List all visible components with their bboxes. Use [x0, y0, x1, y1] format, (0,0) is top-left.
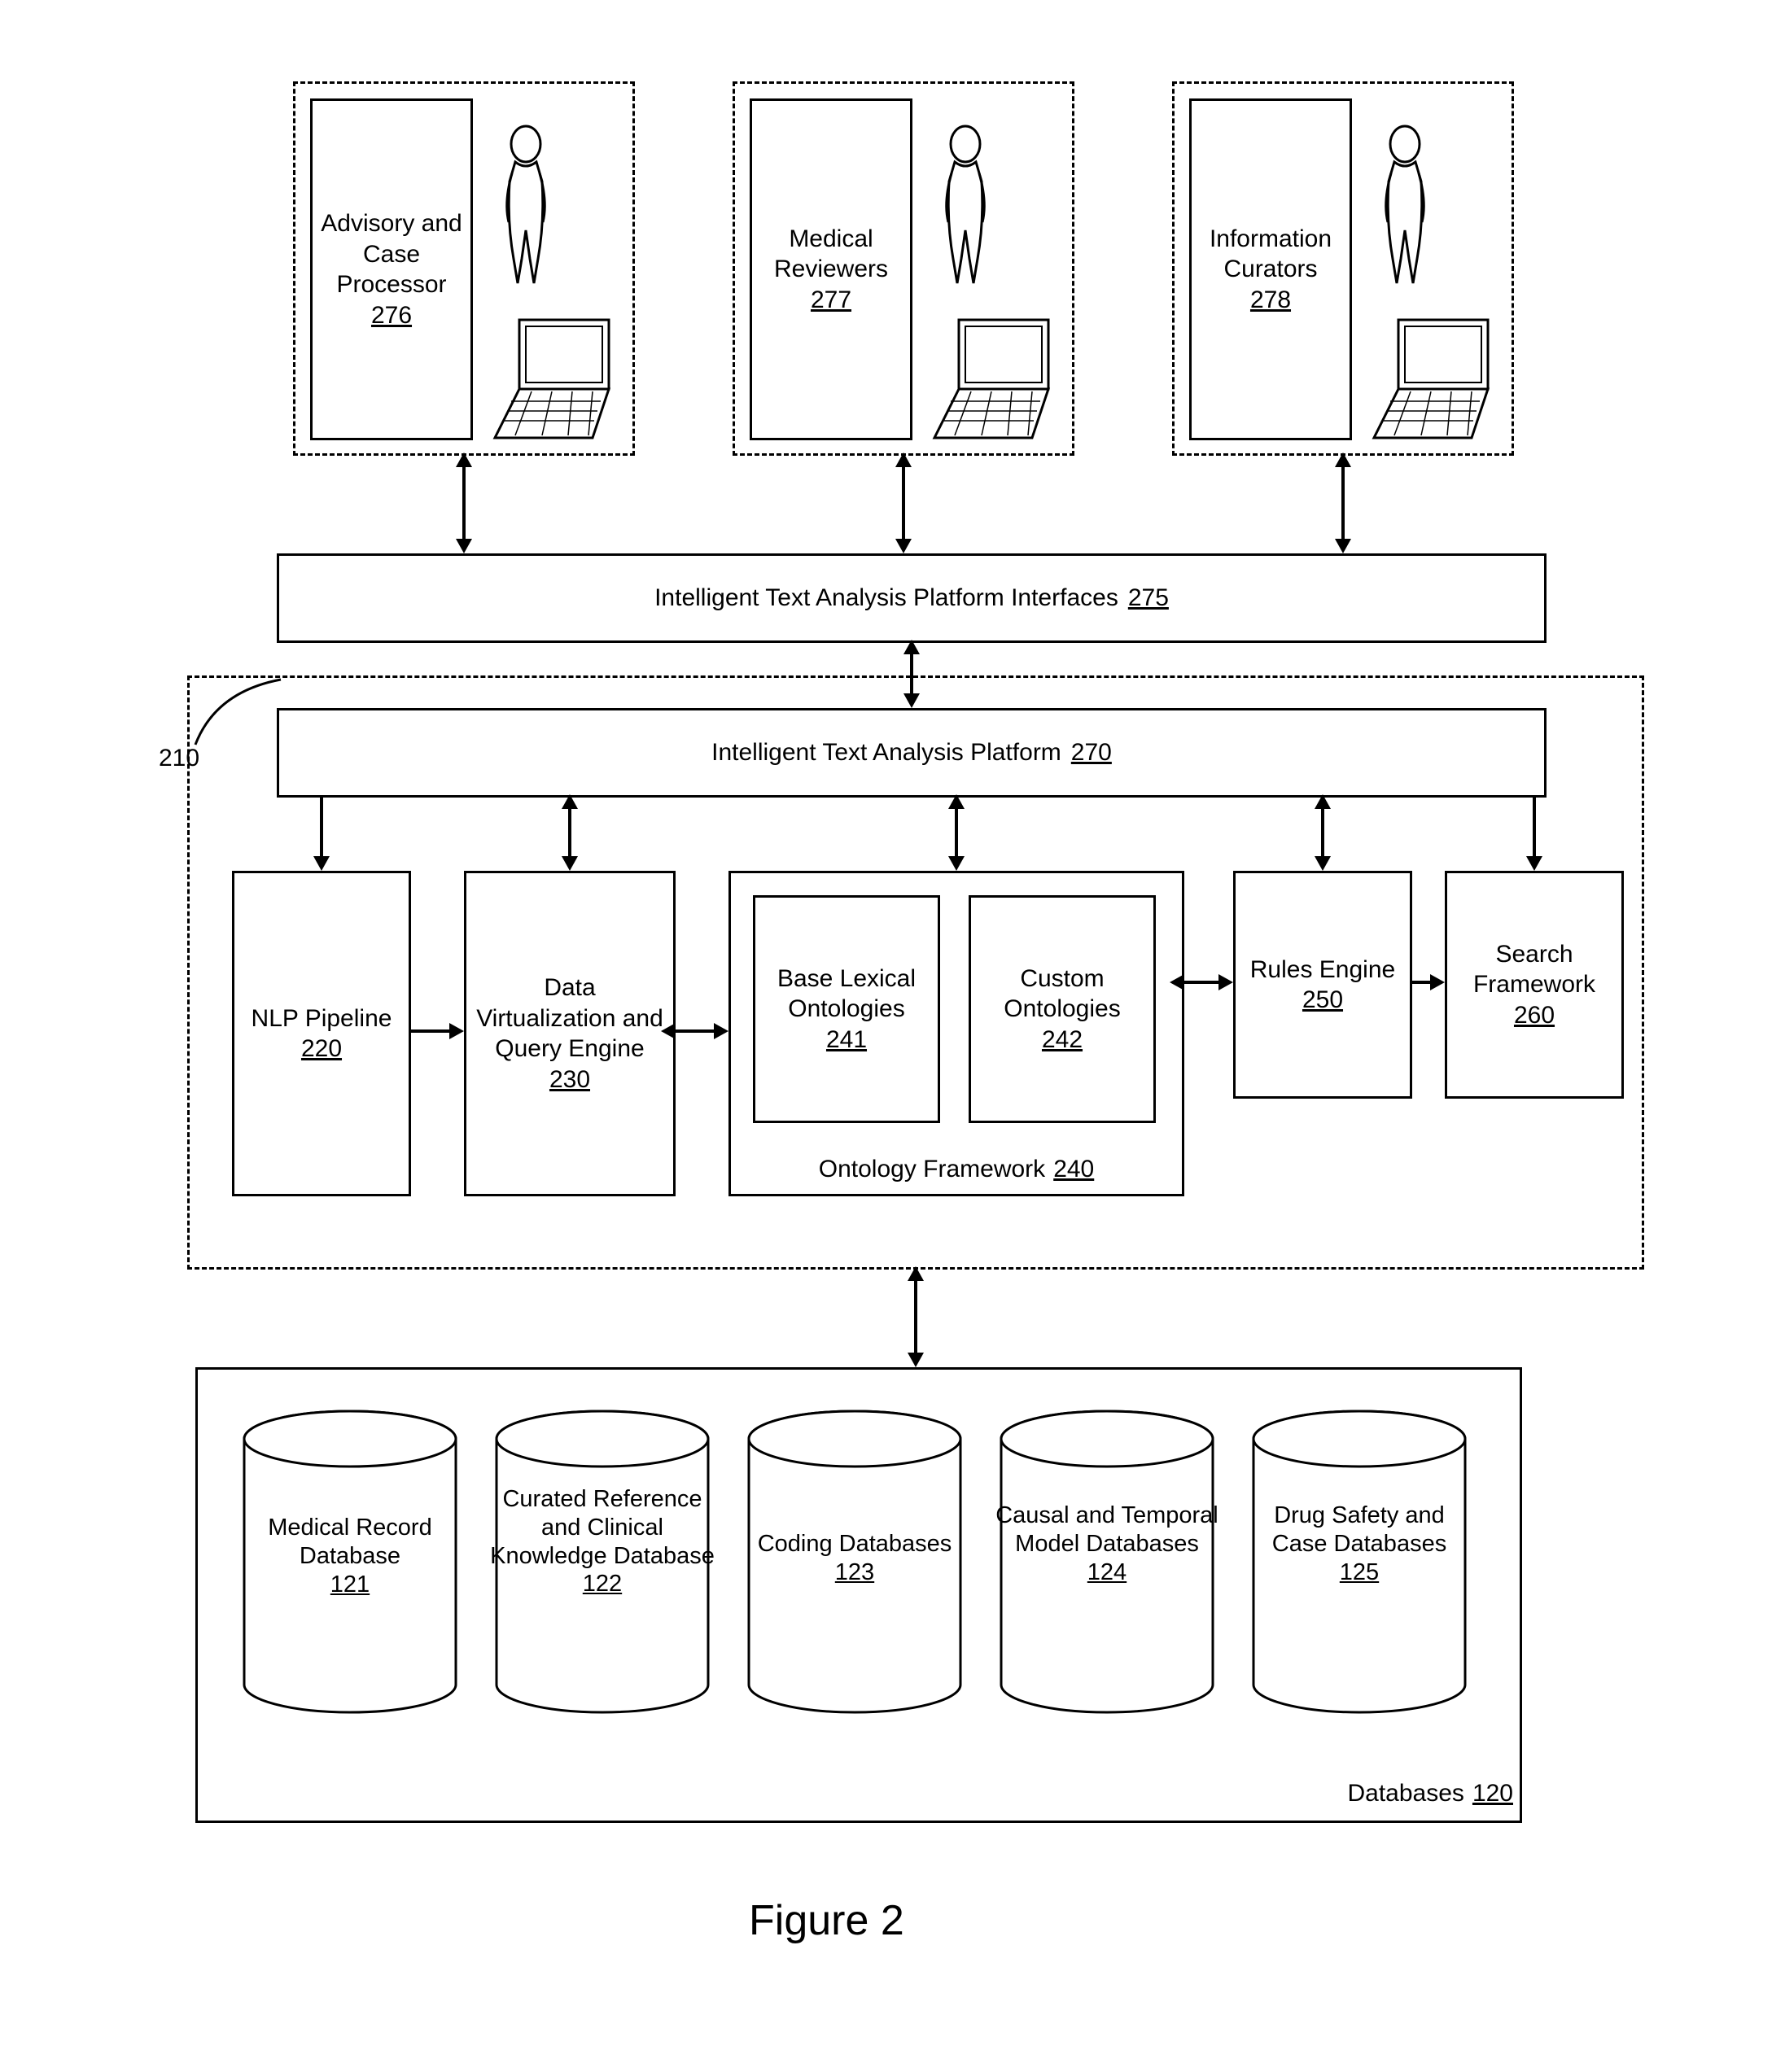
db4-title: Causal and Temporal Model Databases — [995, 1502, 1218, 1557]
user1-ref: 276 — [371, 300, 412, 331]
arrow-head-down-icon — [313, 856, 330, 871]
interfaces-box: Intelligent Text Analysis Platform Inter… — [277, 553, 1547, 643]
db-group-ref: 120 — [1472, 1778, 1513, 1809]
person-icon — [497, 125, 554, 287]
arrow-line — [1341, 456, 1345, 539]
ont-base-ref: 241 — [826, 1025, 867, 1056]
figure-caption: Figure 2 — [749, 1896, 904, 1945]
ontology-title: Ontology Framework — [819, 1154, 1045, 1185]
user1-title: Advisory and Case Processor — [319, 208, 464, 300]
interfaces-title: Intelligent Text Analysis Platform Inter… — [654, 583, 1118, 614]
laptop-icon — [926, 312, 1065, 450]
arrow-line — [1533, 798, 1536, 856]
person-icon — [1376, 125, 1433, 287]
arrow-head-right-icon — [449, 1023, 464, 1039]
db5-title: Drug Safety and Case Databases — [1272, 1502, 1446, 1557]
arrow-head-down-icon — [1335, 539, 1351, 553]
laptop-icon — [1366, 312, 1504, 450]
platform-ref: 270 — [1071, 737, 1112, 768]
db1-title: Medical Record Database — [268, 1515, 431, 1569]
arrow-head-down-icon — [948, 856, 965, 871]
database-cylinder-curated-reference: Curated Reference and Clinical Knowledge… — [488, 1408, 716, 1717]
module-nlp: NLP Pipeline 220 — [232, 871, 411, 1196]
db3-title: Coding Databases — [758, 1531, 952, 1557]
user-label-card: Medical Reviewers 277 — [750, 98, 912, 440]
user3-ref: 278 — [1250, 285, 1291, 316]
dvq-title: Data Virtualization and Query Engine — [473, 973, 667, 1064]
ont-custom-ref: 242 — [1042, 1025, 1083, 1056]
search-title: Search Framework — [1454, 939, 1615, 1000]
database-cylinder-medical-record: Medical Record Database 121 — [236, 1408, 464, 1717]
database-cylinder-causal-temporal: Causal and Temporal Model Databases 124 — [993, 1408, 1221, 1717]
platform-box: Intelligent Text Analysis Platform 270 — [277, 708, 1547, 798]
db2-ref: 122 — [583, 1571, 622, 1597]
module-ontology-custom: Custom Ontologies 242 — [969, 895, 1156, 1123]
ontology-ref: 240 — [1053, 1154, 1094, 1185]
ont-custom-title: Custom Ontologies — [978, 964, 1147, 1025]
module-ontology-base: Base Lexical Ontologies 241 — [753, 895, 940, 1123]
arrow-line — [676, 1029, 716, 1033]
arrow-head-down-icon — [1526, 856, 1542, 871]
module-rules: Rules Engine 250 — [1233, 871, 1412, 1099]
arrow-head-up-icon — [948, 794, 965, 809]
arrow-head-up-icon — [895, 452, 912, 467]
arrow-head-right-icon — [1430, 974, 1445, 990]
module-search: Search Framework 260 — [1445, 871, 1624, 1099]
arrow-head-down-icon — [908, 1353, 924, 1367]
user-label-card: Information Curators 278 — [1189, 98, 1352, 440]
dvq-ref: 230 — [549, 1064, 590, 1095]
database-cylinder-coding: Coding Databases 123 — [741, 1408, 969, 1717]
rules-ref: 250 — [1302, 985, 1343, 1016]
arrow-head-up-icon — [903, 640, 920, 654]
db-group-title: Databases — [1348, 1778, 1464, 1809]
arrow-head-up-icon — [562, 794, 578, 809]
arrow-line — [462, 456, 466, 539]
arrow-head-right-icon — [714, 1023, 728, 1039]
db4-ref: 124 — [1087, 1559, 1127, 1585]
arrow-line — [914, 1270, 917, 1353]
db5-ref: 125 — [1340, 1559, 1379, 1585]
arrow-head-down-icon — [562, 856, 578, 871]
ont-base-title: Base Lexical Ontologies — [762, 964, 931, 1025]
user-box-advisory: Advisory and Case Processor 276 — [293, 81, 635, 456]
interfaces-ref: 275 — [1128, 583, 1169, 614]
arrow-line — [1184, 981, 1221, 984]
arrow-line — [320, 798, 323, 856]
arrow-head-down-icon — [895, 539, 912, 553]
db2-title: Curated Reference and Clinical Knowledge… — [490, 1486, 715, 1569]
arrow-head-up-icon — [456, 452, 472, 467]
user3-title: Information Curators — [1198, 224, 1343, 285]
nlp-ref: 220 — [301, 1034, 342, 1064]
db1-ref: 121 — [330, 1571, 370, 1598]
arrow-head-up-icon — [1315, 794, 1331, 809]
arrow-head-up-icon — [1335, 452, 1351, 467]
arrow-head-right-icon — [1218, 974, 1233, 990]
db3-ref: 123 — [835, 1559, 874, 1585]
arrow-line — [902, 456, 905, 539]
user-box-curators: Information Curators 278 — [1172, 81, 1514, 456]
database-cylinder-drug-safety: Drug Safety and Case Databases 125 — [1245, 1408, 1473, 1717]
nlp-title: NLP Pipeline — [252, 1003, 392, 1034]
laptop-icon — [487, 312, 625, 450]
arrow-head-up-icon — [908, 1266, 924, 1281]
person-icon — [937, 125, 994, 287]
module-dvq: Data Virtualization and Query Engine 230 — [464, 871, 676, 1196]
user2-title: Medical Reviewers — [759, 224, 903, 285]
user-label-card: Advisory and Case Processor 276 — [310, 98, 473, 440]
platform-title: Intelligent Text Analysis Platform — [711, 737, 1061, 768]
rules-title: Rules Engine — [1250, 955, 1395, 986]
user2-ref: 277 — [811, 285, 851, 316]
arrow-head-down-icon — [456, 539, 472, 553]
arrow-head-left-icon — [1170, 974, 1184, 990]
diagram-canvas: Advisory and Case Processor 276 — [33, 33, 1752, 2039]
arrow-head-left-icon — [661, 1023, 676, 1039]
arrow-line — [411, 1029, 452, 1033]
user-box-medical: Medical Reviewers 277 — [733, 81, 1074, 456]
search-ref: 260 — [1514, 1000, 1555, 1031]
arrow-head-down-icon — [1315, 856, 1331, 871]
